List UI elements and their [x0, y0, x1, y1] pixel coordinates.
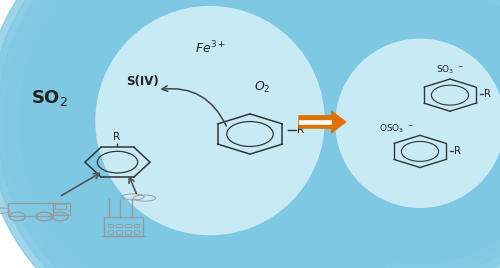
Bar [52, 203, 70, 215]
Ellipse shape [96, 7, 324, 234]
Bar [134, 224, 140, 227]
Bar [108, 224, 113, 227]
Bar [55, 204, 66, 210]
Bar [134, 230, 140, 234]
Text: R: R [113, 132, 120, 142]
Ellipse shape [0, 0, 430, 268]
Ellipse shape [12, 0, 407, 268]
Text: R: R [484, 89, 491, 99]
Ellipse shape [20, 0, 400, 268]
Text: OSO$_3$ $^-$: OSO$_3$ $^-$ [379, 122, 414, 135]
Ellipse shape [266, 0, 500, 268]
Bar [104, 217, 143, 236]
Text: SO$_3$ $^-$: SO$_3$ $^-$ [436, 63, 464, 76]
Text: R: R [296, 125, 304, 135]
Ellipse shape [0, 0, 423, 268]
Text: R: R [454, 146, 461, 156]
Ellipse shape [5, 0, 415, 268]
Text: SO$_2$: SO$_2$ [32, 88, 68, 108]
Ellipse shape [252, 0, 500, 268]
Ellipse shape [259, 0, 500, 268]
Ellipse shape [280, 0, 500, 263]
Ellipse shape [336, 39, 500, 207]
Text: Fe$^{3+}$: Fe$^{3+}$ [194, 40, 226, 57]
Text: S(IV): S(IV) [126, 75, 159, 88]
Bar [116, 230, 122, 234]
Bar [8, 203, 52, 216]
Text: O$_2$: O$_2$ [254, 80, 271, 95]
Polygon shape [299, 110, 346, 133]
Ellipse shape [273, 0, 500, 268]
Polygon shape [299, 120, 331, 124]
Bar [116, 224, 122, 227]
Bar [125, 224, 130, 227]
Bar [108, 230, 113, 234]
Bar [125, 230, 130, 234]
Ellipse shape [0, 0, 438, 268]
